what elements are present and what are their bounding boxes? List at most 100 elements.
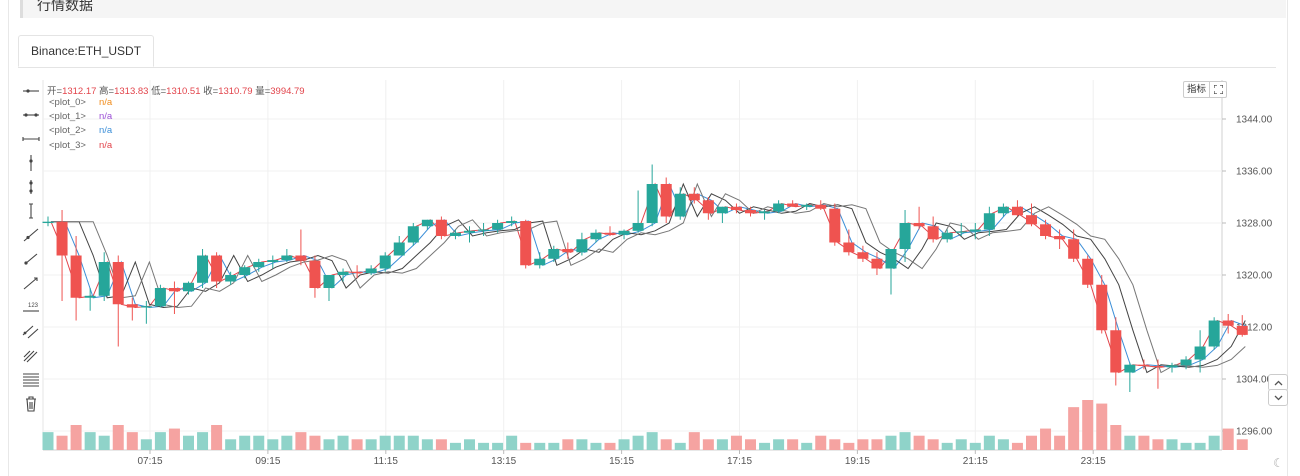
candle [857,245,869,262]
trash-tool[interactable] [20,394,42,412]
volume-bar [407,435,419,450]
candle [899,210,911,262]
x-tick-label: 13:15 [491,456,516,467]
candle-body [1152,366,1164,368]
candle [309,255,321,298]
candle [365,265,377,275]
candle-body [183,282,194,292]
indicator-button[interactable]: 指标 [1184,82,1211,97]
x-tick-label: 17:15 [727,456,752,467]
ray-tool[interactable] [20,226,42,244]
candles [42,164,1248,392]
volume-bar [759,442,771,450]
volume-bar [1236,439,1248,450]
fullscreen-icon[interactable] [1210,82,1226,97]
volume-bar [70,425,82,450]
price-range-tool[interactable]: 123 [20,298,42,316]
volume-bar [969,442,981,450]
candle [1011,200,1023,217]
candle-body [309,260,321,288]
candle [267,255,279,269]
x-tick-label: 23:15 [1081,456,1106,467]
volume-bar [225,439,237,450]
candle-body [506,221,518,223]
candle-body [154,288,166,307]
candle-body [1180,359,1192,366]
scroll-up-button[interactable] [1268,374,1288,391]
volume-bar [281,435,293,450]
volume-bar [1152,439,1164,450]
candle-body [759,211,771,214]
vertical-segment-tool[interactable] [20,178,42,196]
candle-body [843,242,855,253]
candle [1040,219,1052,240]
candle [955,223,967,236]
volume-bar [183,435,194,450]
trend-line-tool[interactable] [20,274,42,292]
horizontal-line-tool[interactable] [20,130,42,148]
y-tick-label: 1296.00 [1236,427,1273,438]
vertical-ray-tool[interactable] [20,154,42,172]
vertical-line-tool[interactable] [20,202,42,220]
tab-symbol[interactable]: Binance:ETH_USDT [18,35,155,67]
volume-bar [464,439,475,450]
multi-line-tool[interactable] [20,346,42,364]
candle-body [801,204,813,207]
candle [379,252,391,272]
candle [590,229,602,243]
candle [773,200,785,214]
candle-body [464,230,475,233]
legend-value: n/a [99,125,113,137]
candle [1124,362,1136,392]
volume-bar [1166,439,1178,450]
volume-bar [1068,407,1080,450]
plot-legend: <plot_0> n/a <plot_1> n/a <plot_2> n/a <plo… [49,96,112,153]
candle-body [1110,330,1122,373]
candle-body [857,252,869,259]
fib-levels-tool[interactable] [20,370,42,388]
volume-bar [239,435,251,450]
trash-icon [26,396,36,412]
candle [1068,229,1080,262]
candle [660,177,672,223]
volume-bar [492,442,504,450]
y-tick-label: 1344.00 [1236,115,1273,126]
candle-body [407,226,419,243]
candle-body [604,232,616,235]
horizontal-segment-tool[interactable] [20,106,42,124]
volume-bar [562,439,574,450]
candle-body [787,203,799,207]
candle-body [885,249,897,269]
candle [140,301,152,324]
chevron-up-icon [1274,380,1282,385]
candle-body [534,258,546,266]
volume-bar [885,435,897,450]
volume-bar [773,439,785,450]
candle-body [702,200,714,214]
candle-body [253,262,265,268]
candle-body [1068,239,1080,259]
candle [702,197,714,220]
x-tick-label: 11:15 [374,456,399,467]
candle [674,187,686,220]
candle [1166,362,1178,373]
y-tick-label: 1312.00 [1236,323,1273,334]
candle-body [969,229,981,232]
segment-tool[interactable] [20,250,42,268]
horizontal-ray-tool[interactable] [20,82,42,100]
volume-bar [716,439,728,450]
volume-bar [449,442,461,450]
x-tick-label: 07:15 [137,456,162,467]
parallel-channel-tool[interactable] [20,322,42,340]
volume-bar [646,432,658,450]
candle [843,229,855,256]
candle-body [983,213,995,230]
candle [435,216,447,240]
scroll-down-button[interactable] [1268,389,1288,406]
candle [126,297,138,321]
legend-value: n/a [99,97,113,108]
theme-moon-icon[interactable]: ☾ [1273,456,1284,470]
volume-bar [1096,403,1108,450]
candle [534,252,546,269]
